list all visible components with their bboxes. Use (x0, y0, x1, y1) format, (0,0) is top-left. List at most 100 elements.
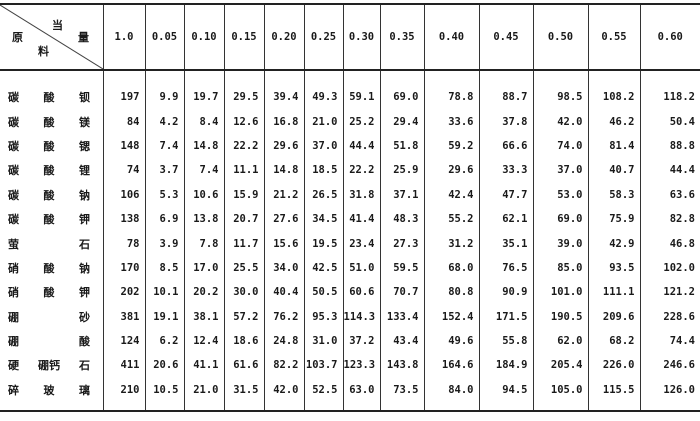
value-cell: 18.6 (223, 328, 264, 354)
column-header: 0.10 (183, 4, 224, 71)
material-name-part: 碳 (8, 139, 19, 153)
material-name-part: 酸 (43, 139, 55, 153)
column-header: 0.05 (144, 4, 184, 71)
value-cell: 14.8 (183, 133, 224, 159)
material-name-part: 锂 (79, 164, 90, 178)
value-cell: 105.0 (532, 377, 588, 412)
value-cell: 114.3 (342, 304, 380, 329)
value-cell: 47.7 (478, 182, 533, 207)
value-cell: 63.6 (639, 182, 700, 207)
value-cell: 31.2 (423, 231, 479, 256)
value-cell: 93.5 (587, 255, 640, 281)
material-name-cell: 碳酸钡 (0, 70, 103, 109)
value-cell: 15.9 (223, 182, 264, 207)
value-cell: 62.0 (532, 328, 588, 354)
value-cell: 19.7 (183, 70, 224, 110)
column-header: 0.25 (303, 4, 343, 71)
value-cell: 29.6 (263, 133, 304, 159)
value-cell: 60.6 (342, 280, 380, 305)
value-cell: 51.8 (379, 133, 424, 159)
value-cell: 82.8 (639, 206, 700, 232)
material-name-cell: 萤石 (0, 231, 103, 255)
value-cell: 40.7 (587, 158, 640, 183)
value-cell: 27.3 (379, 231, 424, 256)
value-cell: 52.5 (303, 377, 343, 412)
value-cell: 29.4 (379, 109, 424, 134)
value-cell: 228.6 (639, 304, 700, 329)
value-cell: 26.5 (303, 182, 343, 207)
value-cell: 22.2 (223, 133, 264, 159)
material-name-cell: 硝酸钠 (0, 256, 103, 280)
value-cell: 27.6 (263, 206, 304, 232)
value-cell: 70.7 (379, 280, 424, 305)
material-name-part: 酸 (43, 164, 55, 178)
value-cell: 8.4 (183, 109, 224, 134)
value-cell: 11.7 (223, 231, 264, 256)
value-cell: 31.5 (223, 377, 264, 412)
material-name-part: 锶 (79, 139, 90, 153)
value-cell: 95.3 (303, 304, 343, 329)
value-cell: 81.4 (587, 133, 640, 159)
value-cell: 62.1 (478, 206, 533, 232)
value-cell: 31.8 (342, 182, 380, 207)
value-cell: 37.0 (303, 133, 343, 159)
value-cell: 102.0 (639, 255, 700, 281)
material-name-part: 碳 (8, 188, 19, 202)
diagonal-divider (0, 5, 103, 69)
material-name-part: 硝 (8, 286, 19, 300)
value-cell: 59.5 (379, 255, 424, 281)
value-cell: 22.2 (342, 158, 380, 183)
column-header: 0.45 (478, 4, 533, 71)
material-name-cell: 碳酸镁 (0, 109, 103, 133)
value-cell: 103.7 (303, 353, 343, 378)
material-name-part: 碳 (8, 115, 19, 129)
value-cell: 190.5 (532, 304, 588, 329)
value-cell: 68.2 (587, 328, 640, 354)
corner-label-bottom: 料 (38, 45, 49, 58)
value-cell: 246.6 (639, 353, 700, 378)
column-header: 0.30 (342, 4, 380, 71)
value-cell: 20.7 (223, 206, 264, 232)
value-cell: 118.2 (639, 70, 700, 110)
value-cell: 12.4 (183, 328, 224, 354)
value-cell: 108.2 (587, 70, 640, 110)
material-name-part: 璃 (79, 383, 90, 397)
value-cell: 33.3 (478, 158, 533, 183)
value-cell: 49.3 (303, 70, 343, 110)
value-cell: 21.0 (183, 377, 224, 412)
column-header: 0.20 (263, 4, 304, 71)
table-row: 碳酸镁 84 4.2 8.4 12.6 16.8 21.0 25.2 29.4 33.6 37.8 4… (0, 109, 700, 134)
value-cell: 55.8 (478, 328, 533, 354)
value-cell: 51.0 (342, 255, 380, 281)
material-name-part: 碳 (8, 164, 19, 178)
table-row: 硬 硼钙 石 411 20.6 41.1 61.6 82.2 103.7 123.3 143.8 16… (0, 353, 700, 378)
header-row: 当 量 原 料 1.0 0.05 0.10 0.15 0.20 0.25 0.30 0.35 0… (0, 4, 700, 71)
value-cell: 44.4 (342, 133, 380, 159)
material-name-part: 酸 (43, 213, 55, 227)
value-cell: 69.0 (379, 70, 424, 110)
value-cell: 76.5 (478, 255, 533, 281)
value-cell: 42.0 (263, 377, 304, 412)
value-cell: 55.2 (423, 206, 479, 232)
table-row: 碳 酸 钡 197 9.9 19.7 29.5 39.4 49.3 59.1 69.0 78.8 88.… (0, 70, 700, 110)
value-cell: 74 (102, 158, 145, 183)
value-cell: 21.2 (263, 182, 304, 207)
column-header: 0.60 (639, 4, 700, 71)
value-cell: 164.6 (423, 353, 479, 378)
table-row: 碳 酸 钠 106 5.3 10.6 15.9 21.2 26.5 31.8 37.1 42.4 47.… (0, 182, 700, 207)
value-cell: 124 (102, 328, 145, 354)
value-cell: 29.6 (423, 158, 479, 183)
material-name-part: 钾 (79, 213, 90, 227)
material-name-part: 酸 (43, 188, 55, 202)
value-cell: 39.0 (532, 231, 588, 256)
value-cell: 34.5 (303, 206, 343, 232)
material-name-part: 硼 (8, 310, 19, 324)
table-row: 碳 酸 锂 74 3.7 7.4 11.1 14.8 18.5 22.2 25.9 29.6 33.3 3… (0, 158, 700, 183)
value-cell: 50.4 (639, 109, 700, 134)
value-cell: 49.6 (423, 328, 479, 354)
value-cell: 8.5 (144, 255, 184, 281)
value-cell: 37.1 (379, 182, 424, 207)
value-cell: 37.0 (532, 158, 588, 183)
material-name-part: 碳 (8, 213, 19, 227)
value-cell: 20.2 (183, 280, 224, 305)
